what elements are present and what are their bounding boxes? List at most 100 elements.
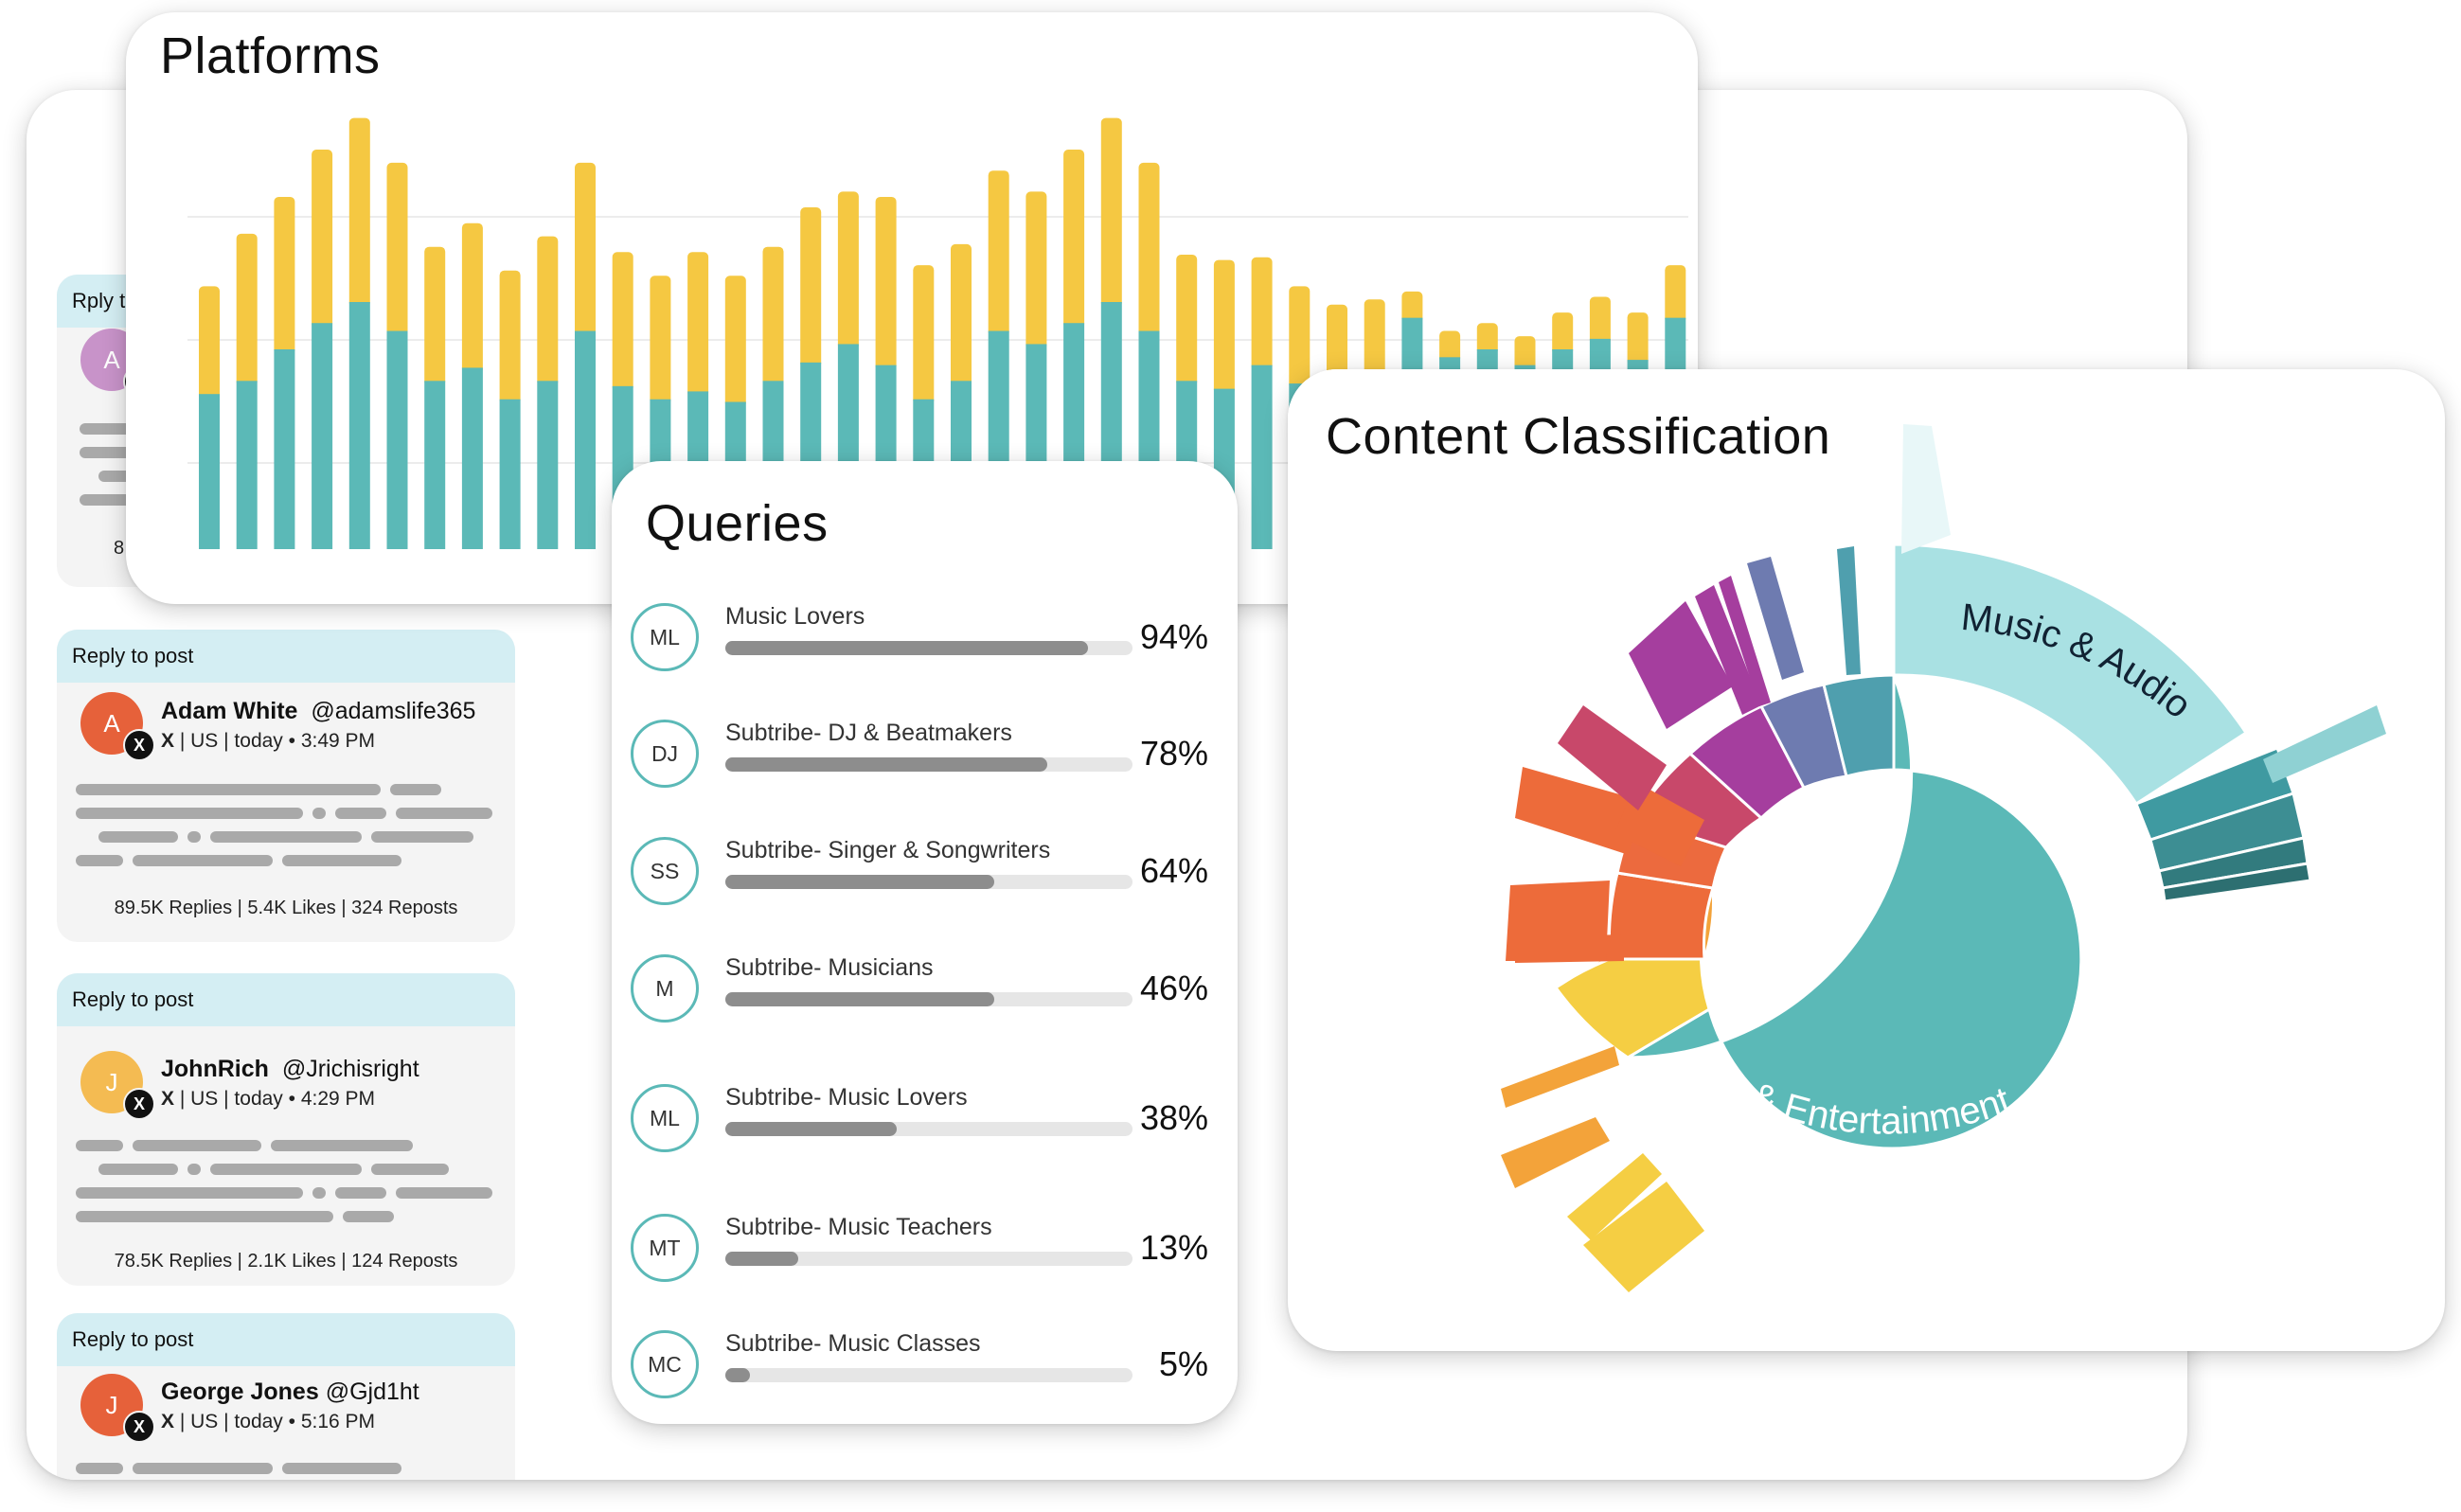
bar-segment-yellow	[1665, 265, 1686, 324]
query-label: Subtribe- Music Lovers	[725, 1084, 968, 1111]
placeholder-text-line	[371, 831, 473, 843]
bar-segment-teal	[348, 302, 370, 549]
reply-stats: 89.5K Replies | 5.4K Likes | 324 Reposts	[114, 898, 458, 918]
placeholder-text-line	[76, 1140, 123, 1151]
query-row[interactable]: M Subtribe- Musicians 46%	[631, 954, 1218, 1030]
bar-segment-yellow	[1138, 162, 1160, 337]
placeholder-text-line	[335, 1187, 386, 1199]
outer-spikes	[1501, 424, 2386, 1292]
bar-segment-yellow	[236, 233, 258, 387]
placeholder-text-line	[187, 1164, 201, 1175]
query-label: Subtribe- Singer & Songwriters	[725, 837, 1051, 863]
reply-card[interactable]: Reply to post J X George Jones @Gjd1ht X…	[57, 1313, 515, 1480]
post-meta: X | US | today • 3:49 PM	[161, 730, 376, 752]
query-row[interactable]: SS Subtribe- Singer & Songwriters 64%	[631, 837, 1218, 913]
category-spike[interactable]	[1719, 576, 1771, 706]
reply-header: Reply to post	[57, 1313, 515, 1366]
query-percentage: 5%	[1158, 1344, 1208, 1383]
category-spike[interactable]	[1515, 767, 1643, 855]
bar-segment-yellow	[1100, 117, 1122, 309]
placeholder-text-line	[335, 808, 386, 819]
query-progress-track	[725, 1122, 1132, 1136]
placeholder-text-line	[343, 1211, 394, 1222]
bar-segment-yellow	[312, 149, 333, 329]
category-spike[interactable]	[2263, 705, 2386, 783]
query-initials: MT	[631, 1214, 699, 1282]
bar-segment-yellow	[1514, 336, 1536, 371]
user-handle: @Jrichisright	[281, 1056, 419, 1082]
category-spike[interactable]	[1567, 1153, 1662, 1240]
category-spike[interactable]	[1837, 546, 1861, 675]
category-spike[interactable]	[1506, 881, 1610, 961]
category-spike[interactable]	[1695, 585, 1761, 715]
query-initials: DJ	[631, 720, 699, 788]
category-spike[interactable]	[1501, 1046, 1619, 1108]
bar-segment-yellow	[1552, 312, 1574, 355]
placeholder-text-line	[76, 1211, 333, 1222]
inner-ring	[1553, 543, 2312, 1150]
bar-segment-yellow	[724, 276, 746, 408]
query-progress-fill	[725, 1368, 750, 1382]
bar-segment-teal	[386, 330, 408, 549]
placeholder-text-line	[98, 1164, 178, 1175]
category-segment[interactable]	[2161, 862, 2312, 903]
placeholder-text-line	[76, 855, 123, 866]
bar-segment-yellow	[1627, 312, 1649, 366]
placeholder-text-line	[76, 1463, 123, 1474]
query-label: Subtribe- Music Teachers	[725, 1214, 992, 1240]
user-name[interactable]: Adam White @adamslife365	[161, 698, 476, 724]
query-label: Music Lovers	[725, 603, 865, 630]
content-classification-title: Content Classification	[1326, 408, 1831, 465]
reply-stats: 78.5K Replies | 2.1K Likes | 124 Reposts	[114, 1251, 458, 1272]
bar-segment-yellow	[1439, 330, 1461, 364]
user-name[interactable]: JohnRich @Jrichisright	[161, 1056, 419, 1082]
user-handle: @adamslife365	[311, 698, 476, 724]
placeholder-text-line	[271, 1140, 413, 1151]
queries-panel: Queries ML Music Lovers 94% DJ Subtribe- DJ …	[612, 461, 1238, 1424]
query-row[interactable]: MC Subtribe- Music Classes 5%	[631, 1330, 1218, 1406]
placeholder-text-line	[390, 784, 441, 795]
music-audio-segment[interactable]	[1892, 543, 2249, 807]
bar-segment-teal	[1251, 365, 1273, 549]
bar-segment-teal	[312, 323, 333, 549]
content-classification-panel: Music & Audio Arts & Entertainment Conte…	[1288, 369, 2445, 1351]
bar-segment-yellow	[988, 170, 1009, 337]
category-spike[interactable]	[1901, 424, 1951, 554]
reply-stats: 8	[114, 538, 125, 559]
bar-segment-teal	[236, 381, 258, 549]
bar-segment-yellow	[1401, 291, 1423, 324]
category-segment[interactable]	[1822, 673, 1896, 778]
query-row[interactable]: DJ Subtribe- DJ & Beatmakers 78%	[631, 720, 1218, 795]
placeholder-text-line	[98, 831, 178, 843]
bar-segment-yellow	[1476, 323, 1498, 355]
query-percentage: 94%	[1139, 617, 1208, 656]
bar-segment-yellow	[1589, 296, 1611, 345]
placeholder-text-line	[76, 1187, 303, 1199]
category-spike[interactable]	[1629, 601, 1733, 729]
category-spike[interactable]	[1501, 1117, 1610, 1188]
placeholder-text-line	[396, 1187, 492, 1199]
query-label: Subtribe- Musicians	[725, 954, 934, 981]
query-row[interactable]: MT Subtribe- Music Teachers 13%	[631, 1214, 1218, 1290]
bar-segment-teal	[575, 330, 596, 549]
category-spike[interactable]	[1558, 705, 1667, 810]
query-initials: MC	[631, 1330, 699, 1398]
query-initials: ML	[631, 1084, 699, 1152]
reply-card[interactable]: Reply to post A X Adam White @adamslife3…	[57, 630, 515, 942]
placeholder-text-line	[282, 855, 401, 866]
reply-header: Reply to post	[57, 630, 515, 683]
bar-segment-yellow	[1289, 286, 1311, 390]
user-name[interactable]: George Jones @Gjd1ht	[161, 1379, 419, 1405]
placeholder-text-line	[282, 1463, 401, 1474]
placeholder-text-line	[133, 1140, 261, 1151]
bar-segment-yellow	[1213, 259, 1235, 395]
category-spike[interactable]	[1583, 1182, 1704, 1292]
query-row[interactable]: ML Subtribe- Music Lovers 38%	[631, 1084, 1218, 1160]
category-spike[interactable]	[1747, 557, 1804, 680]
arts-entertainment-segment[interactable]	[1622, 674, 2083, 1150]
query-percentage: 64%	[1139, 851, 1208, 890]
query-row[interactable]: ML Music Lovers 94%	[631, 603, 1218, 679]
bar-segment-yellow	[424, 246, 446, 387]
reply-card[interactable]: Reply to post J X JohnRich @Jrichisright…	[57, 973, 515, 1286]
x-logo-icon: X	[123, 1411, 155, 1443]
